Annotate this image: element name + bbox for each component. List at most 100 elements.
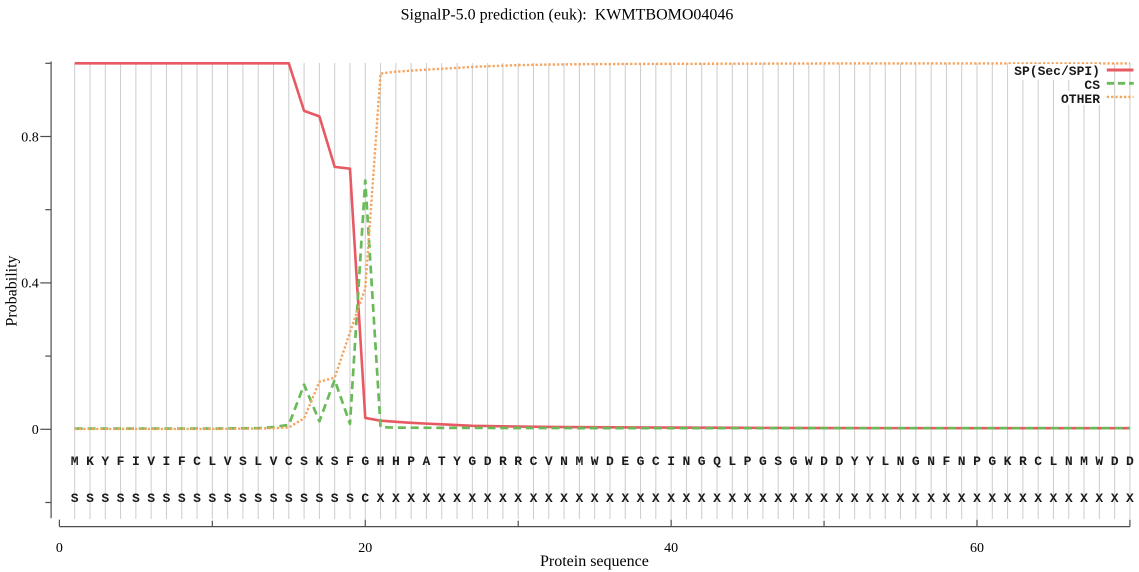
svg-text:N: N (897, 454, 905, 469)
svg-text:X: X (881, 491, 889, 506)
svg-text:S: S (178, 491, 186, 506)
svg-text:X: X (958, 491, 966, 506)
svg-text:X: X (683, 491, 691, 506)
svg-text:S: S (254, 491, 262, 506)
svg-text:0: 0 (56, 541, 63, 556)
svg-text:L: L (1050, 454, 1058, 469)
svg-text:40: 40 (664, 541, 678, 556)
svg-text:N: N (560, 454, 568, 469)
svg-text:K: K (1004, 454, 1012, 469)
svg-text:S: S (346, 491, 354, 506)
svg-text:X: X (927, 491, 935, 506)
svg-text:X: X (774, 491, 782, 506)
svg-text:A: A (423, 454, 431, 469)
svg-text:F: F (943, 454, 951, 469)
svg-text:20: 20 (358, 541, 372, 556)
svg-text:X: X (744, 491, 752, 506)
svg-text:D: D (1126, 454, 1134, 469)
svg-text:X: X (1111, 491, 1119, 506)
svg-text:X: X (545, 491, 553, 506)
svg-text:P: P (407, 454, 415, 469)
svg-text:X: X (423, 491, 431, 506)
svg-text:T: T (438, 454, 446, 469)
svg-text:X: X (1004, 491, 1012, 506)
svg-text:X: X (1050, 491, 1058, 506)
svg-text:X: X (637, 491, 645, 506)
svg-text:X: X (805, 491, 813, 506)
svg-text:X: X (1019, 491, 1027, 506)
svg-text:X: X (866, 491, 874, 506)
svg-text:X: X (621, 491, 629, 506)
svg-text:S: S (239, 454, 247, 469)
svg-text:X: X (988, 491, 996, 506)
svg-text:K: K (86, 454, 94, 469)
svg-text:SignalP-5.0 prediction (euk):: SignalP-5.0 prediction (euk): KWMTBOMO04… (401, 7, 734, 24)
svg-text:X: X (728, 491, 736, 506)
svg-text:Y: Y (453, 454, 461, 469)
svg-text:S: S (774, 454, 782, 469)
svg-text:R: R (1019, 454, 1027, 469)
svg-text:S: S (285, 491, 293, 506)
svg-text:D: D (820, 454, 828, 469)
svg-text:Q: Q (713, 454, 721, 469)
svg-text:Probability: Probability (3, 255, 20, 326)
svg-text:X: X (377, 491, 385, 506)
svg-text:K: K (315, 454, 323, 469)
svg-text:S: S (147, 491, 155, 506)
svg-text:V: V (545, 454, 553, 469)
svg-text:S: S (71, 491, 79, 506)
svg-text:E: E (621, 454, 629, 469)
svg-text:C: C (1034, 454, 1042, 469)
svg-text:X: X (1080, 491, 1088, 506)
svg-text:L: L (728, 454, 736, 469)
svg-text:L: L (881, 454, 889, 469)
svg-text:S: S (315, 491, 323, 506)
svg-text:M: M (575, 454, 583, 469)
svg-text:X: X (698, 491, 706, 506)
svg-text:D: D (484, 454, 492, 469)
svg-text:X: X (1126, 491, 1134, 506)
svg-text:X: X (438, 491, 446, 506)
svg-text:60: 60 (970, 541, 984, 556)
svg-text:M: M (71, 454, 79, 469)
svg-text:S: S (208, 491, 216, 506)
svg-text:S: S (132, 491, 140, 506)
svg-text:N: N (683, 454, 691, 469)
svg-text:X: X (591, 491, 599, 506)
svg-text:X: X (943, 491, 951, 506)
svg-text:X: X (973, 491, 981, 506)
svg-text:OTHER: OTHER (1061, 92, 1100, 107)
svg-text:F: F (346, 454, 354, 469)
svg-text:R: R (514, 454, 522, 469)
svg-text:X: X (713, 491, 721, 506)
svg-text:G: G (790, 454, 798, 469)
svg-text:X: X (1095, 491, 1103, 506)
svg-text:X: X (514, 491, 522, 506)
svg-text:F: F (178, 454, 186, 469)
svg-text:Protein sequence: Protein sequence (540, 553, 649, 570)
svg-text:X: X (1065, 491, 1073, 506)
svg-text:V: V (224, 454, 232, 469)
svg-text:X: X (667, 491, 675, 506)
svg-text:0: 0 (32, 423, 39, 438)
svg-text:L: L (254, 454, 262, 469)
svg-text:CS: CS (1084, 78, 1100, 93)
svg-text:P: P (973, 454, 981, 469)
svg-text:H: H (377, 454, 385, 469)
svg-text:X: X (407, 491, 415, 506)
svg-text:C: C (285, 454, 293, 469)
svg-text:N: N (1065, 454, 1073, 469)
svg-text:Y: Y (851, 454, 859, 469)
svg-text:X: X (468, 491, 476, 506)
svg-text:S: S (193, 491, 201, 506)
svg-text:W: W (805, 454, 813, 469)
svg-text:S: S (224, 491, 232, 506)
svg-text:H: H (392, 454, 400, 469)
svg-text:G: G (759, 454, 767, 469)
svg-text:G: G (698, 454, 706, 469)
svg-text:C: C (652, 454, 660, 469)
svg-text:S: S (270, 491, 278, 506)
svg-text:N: N (958, 454, 966, 469)
svg-text:X: X (560, 491, 568, 506)
svg-text:S: S (300, 454, 308, 469)
